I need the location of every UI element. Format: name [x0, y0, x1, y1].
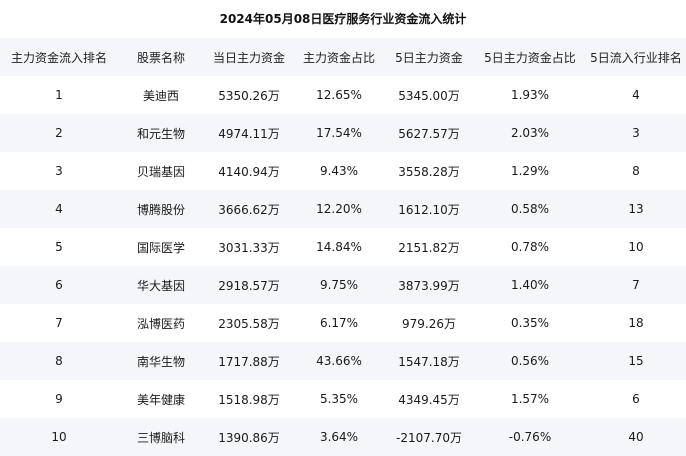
daily-main-fund-cell: 2918.57万: [218, 278, 280, 293]
header-5day-main-fund-ratio: 5日主力资金占比: [484, 50, 576, 65]
rank-cell: 4: [55, 202, 63, 216]
header-5day-main-fund: 5日主力资金: [395, 50, 463, 65]
five-day-rank-cell: 3: [632, 126, 640, 140]
five-day-main-fund-cell: 5345.00万: [398, 88, 460, 103]
five-day-ratio-cell: 1.40%: [510, 278, 550, 292]
table-row: 10 三博脑科 1390.86万 3.64% -2107.70万 -0.76% 40: [0, 418, 686, 456]
daily-main-fund-cell: 5350.26万: [218, 88, 280, 103]
stock-name-cell: 美迪西: [142, 88, 179, 103]
main-fund-ratio-cell: 17.54%: [316, 126, 362, 140]
rank-cell: 1: [55, 88, 63, 102]
table-row: 9 美年健康 1518.98万 5.35% 4349.45万 1.57% 6: [0, 380, 686, 418]
five-day-ratio-cell: 1.57%: [510, 392, 550, 406]
header-5day-industry-rank: 5日流入行业排名: [590, 50, 682, 65]
table-row: 8 南华生物 1717.88万 43.66% 1547.18万 0.56% 15: [0, 342, 686, 380]
stock-name-cell: 贝瑞基因: [136, 164, 185, 179]
daily-main-fund-cell: 1390.86万: [218, 430, 280, 445]
five-day-ratio-cell: 2.03%: [510, 126, 550, 140]
table-row: 2 和元生物 4974.11万 17.54% 5627.57万 2.03% 3: [0, 114, 686, 152]
five-day-main-fund-cell: 1612.10万: [398, 202, 460, 217]
stock-name-cell: 三博脑科: [136, 430, 185, 445]
main-fund-ratio-cell: 12.65%: [316, 88, 362, 102]
daily-main-fund-cell: 3666.62万: [218, 202, 280, 217]
five-day-ratio-cell: 1.29%: [510, 164, 550, 178]
main-fund-ratio-cell: 43.66%: [316, 354, 362, 368]
daily-main-fund-cell: 4974.11万: [218, 126, 280, 141]
five-day-main-fund-cell: 2151.82万: [398, 240, 460, 255]
daily-main-fund-cell: 1518.98万: [218, 392, 280, 407]
stock-name-cell: 博腾股份: [136, 202, 185, 217]
five-day-rank-cell: 6: [632, 392, 640, 406]
stock-name-cell: 和元生物: [136, 126, 185, 141]
main-fund-ratio-cell: 6.17%: [319, 316, 359, 330]
table-row: 6 华大基因 2918.57万 9.75% 3873.99万 1.40% 7: [0, 266, 686, 304]
daily-main-fund-cell: 2305.58万: [218, 316, 280, 331]
stock-name-cell: 国际医学: [136, 240, 185, 255]
table-header-row: 主力资金流入排名 股票名称 当日主力资金 主力资金占比 5日主力资金 5日主力资…: [0, 38, 686, 76]
main-fund-ratio-cell: 9.43%: [319, 164, 359, 178]
stock-name-cell: 华大基因: [136, 278, 185, 293]
five-day-main-fund-cell: 1547.18万: [398, 354, 460, 369]
five-day-rank-cell: 40: [628, 430, 644, 444]
daily-main-fund-cell: 1717.88万: [218, 354, 280, 369]
five-day-ratio-cell: 0.58%: [510, 202, 550, 216]
five-day-main-fund-cell: 3873.99万: [398, 278, 460, 293]
stock-name-cell: 泓博医药: [136, 316, 185, 331]
five-day-rank-cell: 7: [632, 278, 640, 292]
five-day-ratio-cell: 0.35%: [510, 316, 550, 330]
five-day-main-fund-cell: 3558.28万: [398, 164, 460, 179]
five-day-rank-cell: 8: [632, 164, 640, 178]
rank-cell: 2: [55, 126, 63, 140]
fund-flow-table: 主力资金流入排名 股票名称 当日主力资金 主力资金占比 5日主力资金 5日主力资…: [0, 38, 686, 456]
five-day-main-fund-cell: 5627.57万: [398, 126, 460, 141]
rank-cell: 9: [55, 392, 63, 406]
header-stock-name: 股票名称: [136, 50, 185, 65]
five-day-rank-cell: 13: [628, 202, 644, 216]
five-day-rank-cell: 15: [628, 354, 644, 368]
daily-main-fund-cell: 3031.33万: [218, 240, 280, 255]
rank-cell: 3: [55, 164, 63, 178]
five-day-ratio-cell: -0.76%: [508, 430, 552, 444]
main-fund-ratio-cell: 9.75%: [319, 278, 359, 292]
header-daily-main-fund: 当日主力资金: [212, 50, 285, 65]
rank-cell: 5: [55, 240, 63, 254]
table-row: 4 博腾股份 3666.62万 12.20% 1612.10万 0.58% 13: [0, 190, 686, 228]
five-day-main-fund-cell: 979.26万: [402, 316, 456, 331]
rank-cell: 6: [55, 278, 63, 292]
header-main-fund-ratio: 主力资金占比: [302, 50, 375, 65]
five-day-ratio-cell: 0.56%: [510, 354, 550, 368]
header-rank: 主力资金流入排名: [10, 50, 107, 65]
main-fund-ratio-cell: 5.35%: [319, 392, 359, 406]
five-day-ratio-cell: 1.93%: [510, 88, 550, 102]
table-row: 7 泓博医药 2305.58万 6.17% 979.26万 0.35% 18: [0, 304, 686, 342]
five-day-ratio-cell: 0.78%: [510, 240, 550, 254]
main-fund-ratio-cell: 14.84%: [316, 240, 362, 254]
five-day-rank-cell: 4: [632, 88, 640, 102]
five-day-rank-cell: 10: [628, 240, 644, 254]
main-fund-ratio-cell: 3.64%: [319, 430, 359, 444]
stock-name-cell: 南华生物: [136, 354, 185, 369]
five-day-main-fund-cell: -2107.70万: [396, 430, 462, 445]
rank-cell: 8: [55, 354, 63, 368]
rank-cell: 7: [55, 316, 63, 330]
five-day-rank-cell: 18: [628, 316, 644, 330]
page-title: 2024年05月08日医疗服务行业资金流入统计: [219, 12, 467, 26]
stock-name-cell: 美年健康: [136, 392, 185, 407]
table-row: 3 贝瑞基因 4140.94万 9.43% 3558.28万 1.29% 8: [0, 152, 686, 190]
table-body: 1 美迪西 5350.26万 12.65% 5345.00万 1.93% 4 2 和元生物 497…: [0, 76, 686, 456]
table-row: 5 国际医学 3031.33万 14.84% 2151.82万 0.78% 10: [0, 228, 686, 266]
five-day-main-fund-cell: 4349.45万: [398, 392, 460, 407]
main-fund-ratio-cell: 12.20%: [316, 202, 362, 216]
table-row: 1 美迪西 5350.26万 12.65% 5345.00万 1.93% 4: [0, 76, 686, 114]
rank-cell: 10: [51, 430, 67, 444]
daily-main-fund-cell: 4140.94万: [218, 164, 280, 179]
